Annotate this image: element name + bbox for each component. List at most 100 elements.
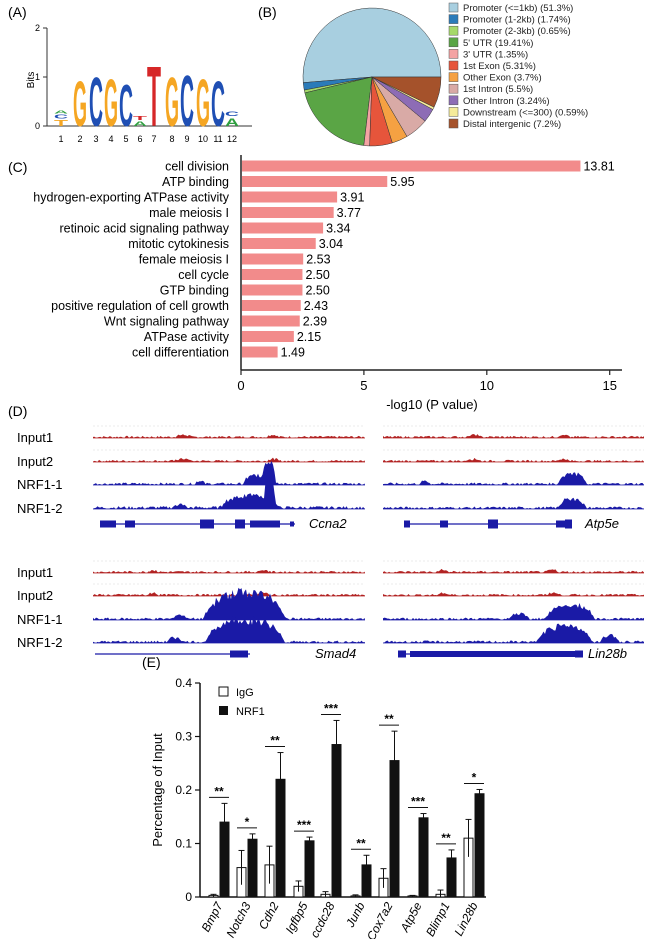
- motif-xtick-label: 3: [93, 134, 98, 144]
- motif-xtick-label: 7: [151, 134, 156, 144]
- pie-legend-label: 1st Exon (5.31%): [463, 61, 536, 72]
- bar-nrf1: [304, 840, 315, 898]
- significance-stars: *: [245, 815, 250, 829]
- track-signal: [383, 623, 644, 643]
- go-value-label: 3.77: [337, 206, 361, 220]
- track-label: NRF1-2: [17, 501, 63, 516]
- panel-d-label: (D): [8, 403, 27, 419]
- track-signal: [383, 568, 644, 573]
- pie-legend-swatch: [448, 49, 459, 59]
- go-term-label: ATPase activity: [144, 330, 230, 344]
- significance-stars: **: [356, 836, 366, 850]
- pie-slice: [371, 76, 442, 108]
- e-ytick-label: 0: [185, 890, 192, 904]
- genome-tracks: Input1 Input2 NRF1-1 NRF1-2 Ccna2 Atp5e Input1…: [17, 425, 644, 661]
- panel-b-label: (B): [258, 4, 277, 20]
- go-term-label: retinoic acid signaling pathway: [59, 222, 229, 236]
- go-xtick-label: 0: [237, 378, 244, 393]
- pie-legend-label: 1st Intron (5.5%): [463, 84, 533, 95]
- gene-exon: [230, 650, 248, 658]
- go-term-label: positive regulation of cell growth: [51, 299, 229, 313]
- gene-exon: [100, 520, 116, 528]
- motif-xtick-label: 4: [108, 134, 113, 144]
- legend-igg-label: IgG: [236, 687, 254, 699]
- pie-chart: Promoter (<=1kb) (51.3%)Promoter (1-2kb)…: [302, 2, 588, 147]
- pie-legend-label: Distal intergenic (7.2%): [463, 119, 561, 130]
- e-ytick-label: 0.3: [175, 730, 192, 744]
- pie-legend-swatch: [448, 25, 459, 36]
- pie-legend-label: Other Intron (3.24%): [463, 96, 550, 107]
- gene-exon: [556, 520, 570, 528]
- pie-legend-swatch: [448, 72, 459, 82]
- track-signal: [93, 591, 365, 596]
- go-xtick-label: 15: [602, 378, 616, 393]
- e-ylabel: Percentage of Input: [150, 733, 165, 847]
- motif-letter: C: [54, 115, 68, 121]
- motif-xtick-label: 11: [213, 134, 222, 144]
- gene-exon: [125, 520, 135, 528]
- pie-legend-label: Promoter (<=1kb) (51.3%): [463, 3, 573, 14]
- gene-exon: [200, 519, 214, 529]
- track-label: NRF1-1: [17, 477, 63, 492]
- go-term-label: mitotic cytokinesis: [128, 237, 229, 251]
- gene-name: Smad4: [315, 646, 356, 661]
- motif-ytick-label-2: 2: [35, 23, 40, 33]
- motif-letter: C: [211, 68, 225, 140]
- gene-exon: [290, 521, 294, 527]
- go-term-label: Wnt signaling pathway: [104, 315, 230, 329]
- motif-letter: G: [165, 64, 179, 142]
- significance-stars: **: [214, 784, 224, 798]
- track-signal: [93, 480, 365, 509]
- track-signal: [93, 570, 365, 573]
- pie-legend-swatch: [448, 60, 459, 71]
- significance-stars: **: [270, 734, 280, 748]
- motif-logo: Bits 0 1 2 TCA G C G C ATT G C G C AC 1 2 3 4 5 6 7 8 9 10 1…: [26, 23, 252, 145]
- go-value-label: 5.95: [390, 175, 414, 189]
- motif-xtick-label: 2: [77, 134, 82, 144]
- e-category-label: Atp5e: [397, 900, 425, 935]
- bar-nrf1: [247, 838, 258, 898]
- go-xtick-label: 10: [480, 378, 494, 393]
- pie-slice: [302, 7, 442, 83]
- pie-legend-swatch: [448, 2, 459, 13]
- track-signal: [383, 472, 644, 485]
- go-value-label: 2.50: [305, 268, 329, 282]
- motif-letter: A: [133, 121, 148, 128]
- significance-stars: *: [472, 770, 477, 784]
- motif-letter: G: [196, 66, 210, 141]
- motif-letter: G: [104, 66, 118, 141]
- pie-legend-swatch: [448, 14, 459, 24]
- track-signal: [383, 433, 644, 438]
- significance-stars: **: [384, 712, 394, 726]
- go-term-label: female meiosis I: [139, 253, 229, 267]
- go-term-label: male meiosis I: [149, 206, 229, 220]
- go-bar: [242, 160, 581, 172]
- go-xtick-label: 5: [360, 378, 367, 393]
- motif-letter: A: [225, 117, 239, 129]
- gene-name: Lin28b: [588, 646, 627, 661]
- e-legend: IgG NRF1: [218, 686, 265, 718]
- panel-c-label: (C): [8, 159, 27, 175]
- track-signal: [383, 497, 644, 509]
- gene-exon: [250, 520, 280, 528]
- panel-a-label: (A): [8, 4, 27, 20]
- track-label: NRF1-1: [17, 612, 63, 627]
- go-bar: [242, 346, 278, 358]
- go-term-label: hydrogen-exporting ATPase activity: [33, 191, 229, 205]
- panel-e-label: (E): [142, 654, 161, 670]
- go-value-label: 2.39: [303, 315, 327, 329]
- motif-letter: C: [180, 61, 194, 142]
- gene-exon: [235, 519, 245, 529]
- go-bar: [242, 222, 324, 234]
- motif-ytick-label-1: 1: [35, 72, 40, 82]
- gene-exon: [565, 519, 572, 529]
- go-bar: [242, 238, 316, 249]
- track-signal: [93, 457, 365, 462]
- legend-nrf1-label: NRF1: [236, 706, 265, 718]
- pie-legend-label: 5' UTR (19.41%): [463, 38, 533, 49]
- gene-exon: [398, 650, 406, 658]
- go-bar: [242, 269, 303, 280]
- pie-legend-label: Other Exon (3.7%): [463, 73, 542, 84]
- legend-igg-swatch: [218, 686, 229, 697]
